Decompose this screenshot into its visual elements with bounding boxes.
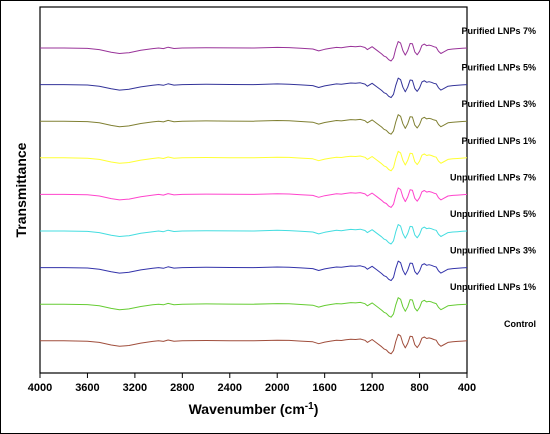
x-tick-label: 1600: [312, 382, 336, 394]
x-tick-label: 4000: [28, 382, 52, 394]
series-line: [40, 333, 468, 355]
series-line: [40, 41, 468, 62]
x-tick-label: 400: [458, 382, 476, 394]
x-tick-label: 1200: [360, 382, 384, 394]
x-tick-label: 3200: [123, 382, 147, 394]
plot-frame: [39, 6, 468, 374]
series-line: [40, 297, 468, 318]
series-line: [40, 224, 468, 245]
x-tick-label: 2000: [265, 382, 289, 394]
series-label: Purified LNPs 3%: [461, 99, 536, 109]
x-tick-label: 2400: [218, 382, 242, 394]
series-line: [40, 77, 468, 99]
series-line: [40, 114, 468, 135]
series-label: Purified LNPs 1%: [461, 136, 536, 146]
series-label: Purified LNPs 5%: [461, 63, 536, 73]
x-tick-label: 800: [410, 382, 428, 394]
series-label: Unpurified LNPs 5%: [450, 209, 536, 219]
x-tick-label: 2800: [170, 382, 194, 394]
series-label: Unpurified LNPs 7%: [450, 172, 536, 182]
series-label: Control: [504, 319, 536, 329]
series-label: Purified LNPs 7%: [461, 26, 536, 36]
y-axis-title: Transmittance: [13, 142, 29, 237]
x-tick-label: 3600: [75, 382, 99, 394]
x-axis-title: Wavenumber (cm-1): [189, 401, 319, 417]
series-line: [40, 187, 468, 208]
series-line: [40, 150, 468, 172]
series-line: [40, 260, 468, 282]
series-label: Unpurified LNPs 1%: [450, 282, 536, 292]
series-label: Unpurified LNPs 3%: [450, 246, 536, 256]
